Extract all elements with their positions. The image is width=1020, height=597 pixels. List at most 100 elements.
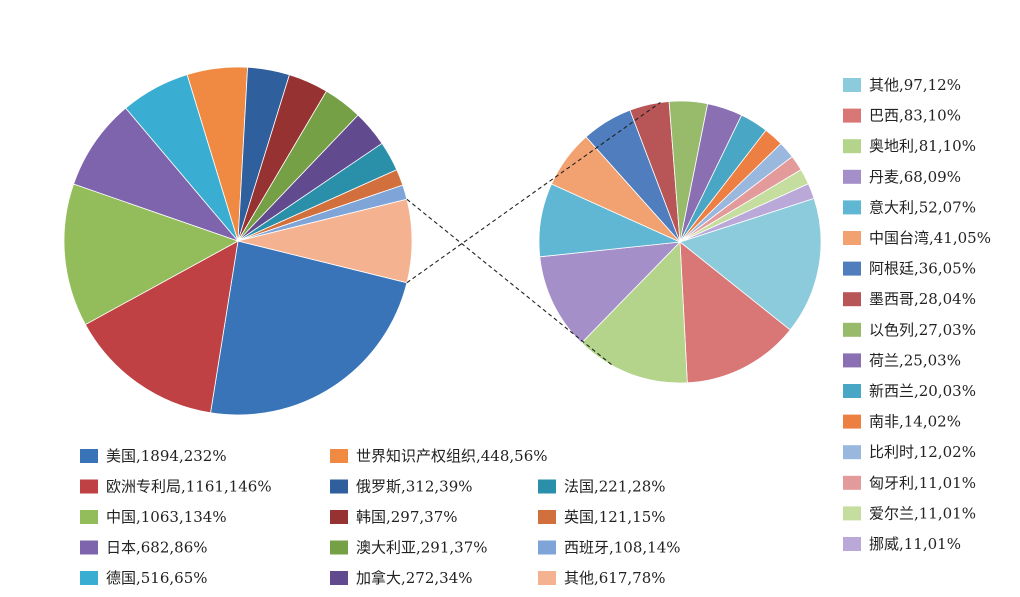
legend-sub-12-label: 比利时,12,02%	[869, 443, 976, 461]
legend-main-1-0: 世界知识产权组织,448,56%	[330, 447, 548, 465]
legend-main-1-2-label: 韩国,297,37%	[356, 508, 458, 526]
connector-bottom	[406, 198, 615, 367]
legend-sub-15-swatch	[843, 537, 861, 551]
legend-main-0-2-label: 中国,1063,134%	[106, 508, 227, 526]
legend-main-1-1-label: 俄罗斯,312,39%	[356, 478, 473, 496]
sub-pie	[538, 100, 822, 384]
legend-sub-3: 丹麦,68,09%	[843, 168, 961, 186]
legend-main-1-0-label: 世界知识产权组织,448,56%	[356, 447, 548, 465]
legend-sub-0-label: 其他,97,12%	[869, 76, 961, 94]
legend-main-0-0-label: 美国,1894,232%	[106, 447, 227, 465]
legend-sub-4-label: 意大利,52,07%	[869, 198, 976, 216]
legend-sub-13-label: 匈牙利,11,01%	[869, 474, 976, 492]
sub-slice-2	[580, 241, 688, 384]
legend-main-2-1-label: 英国,121,15%	[564, 508, 666, 526]
legend-sub-14: 爱尔兰,11,01%	[843, 504, 976, 522]
legend-sub-14-swatch	[843, 506, 861, 521]
legend-sub-2-swatch	[843, 139, 861, 154]
main-slice-3	[73, 107, 240, 242]
legend-sub-11-label: 南非,14,02%	[869, 413, 961, 431]
main-slice-1	[84, 240, 239, 414]
legend-main-0-0-swatch	[80, 449, 98, 463]
legend-main-1-4-swatch	[330, 571, 348, 585]
legend-main-0-3-label: 日本,682,86%	[106, 539, 208, 557]
legend-sub-5-label: 中国台湾,41,05%	[869, 229, 991, 247]
legend-main-1-4: 加拿大,272,34%	[330, 569, 473, 587]
sub-slice-3	[539, 241, 682, 344]
legend-sub-3-swatch	[843, 169, 861, 184]
legend-main-0-4-swatch	[80, 571, 98, 585]
legend-sub-11-swatch	[843, 414, 861, 429]
legend-main-0-2-swatch	[80, 510, 98, 524]
legend-main-0-0: 美国,1894,232%	[80, 447, 227, 465]
legend-sub-4: 意大利,52,07%	[843, 198, 976, 216]
legend-main-0-1-swatch	[80, 479, 98, 494]
legend-sub-13: 匈牙利,11,01%	[843, 474, 976, 492]
legend-sub-8-label: 以色列,27,03%	[869, 321, 976, 339]
connector-lines	[406, 101, 661, 367]
legend-sub-7-swatch	[843, 292, 861, 307]
legend-sub-6-label: 阿根廷,36,05%	[869, 260, 976, 278]
legend-main-2-0-swatch	[538, 479, 556, 494]
legend-main-2-0-label: 法国,221,28%	[564, 478, 666, 496]
legend-sub-4-swatch	[843, 200, 861, 215]
legend-sub-15: 挪威,11,01%	[843, 535, 961, 553]
legend-main-2-3-swatch	[538, 571, 556, 585]
legend-sub-7-label: 墨西哥,28,04%	[869, 290, 976, 308]
legend-sub-12: 比利时,12,02%	[843, 443, 976, 461]
legend-main-2-2-swatch	[538, 540, 556, 555]
legend-main-2-3: 其他,617,78%	[538, 569, 666, 587]
legend-sub-11: 南非,14,02%	[843, 413, 961, 431]
legend-sub-9-swatch	[843, 353, 861, 368]
legend-main-1-2: 韩国,297,37%	[330, 508, 458, 526]
legend-main-1-0-swatch	[330, 449, 348, 463]
legend-sub-10-label: 新西兰,20,03%	[869, 382, 976, 400]
legend-main-2-3-label: 其他,617,78%	[564, 569, 666, 587]
legend-sub-2: 奥地利,81,10%	[843, 137, 976, 155]
sub-slice-1	[679, 241, 791, 384]
legend-sub-7: 墨西哥,28,04%	[843, 290, 976, 308]
legend-main-0-4-label: 德国,516,65%	[106, 569, 208, 587]
legend-sub-1-label: 巴西,83,10%	[869, 107, 961, 125]
legend-main-0-4: 德国,516,65%	[80, 569, 208, 587]
main-slice-2	[63, 183, 239, 326]
legend-main-0-2: 中国,1063,134%	[80, 508, 227, 526]
legend-sub-10-swatch	[843, 384, 861, 398]
legend-main-1-1: 俄罗斯,312,39%	[330, 478, 473, 496]
legend-sub-3-label: 丹麦,68,09%	[869, 168, 961, 186]
legend-sub-13-swatch	[843, 475, 861, 490]
legend-sub-5: 中国台湾,41,05%	[843, 229, 991, 247]
legend-main-2-0: 法国,221,28%	[538, 478, 666, 496]
legend-main-2-2: 西班牙,108,14%	[538, 539, 681, 557]
legend-main-1-3-swatch	[330, 540, 348, 555]
legend-sub-2-label: 奥地利,81,10%	[869, 137, 976, 155]
legend-main-0-3-swatch	[80, 540, 98, 555]
legend-sub-0-swatch	[843, 78, 861, 92]
sub-slice-15	[679, 183, 815, 243]
legend-sub-9-label: 荷兰,25,03%	[869, 351, 961, 369]
legend-main-0-1-label: 欧洲专利局,1161,146%	[106, 478, 272, 496]
legend-main-1-2-swatch	[330, 510, 348, 524]
legend-sub-8-swatch	[843, 322, 861, 337]
legend-main-1-3: 澳大利亚,291,37%	[330, 539, 488, 557]
legend-sub-6-swatch	[843, 261, 861, 276]
legend-main-0-1: 欧洲专利局,1161,146%	[80, 478, 272, 496]
legend-sub-8: 以色列,27,03%	[843, 321, 976, 339]
legend-sub-15-label: 挪威,11,01%	[869, 535, 961, 553]
legend-sub-6: 阿根廷,36,05%	[843, 260, 976, 278]
legend-main-2-1-swatch	[538, 510, 556, 524]
legend-right: 其他,97,12% 巴西,83,10% 奥地利,81,10% 丹麦,68,09% 意大利…	[843, 76, 991, 553]
legend-sub-5-swatch	[843, 231, 861, 245]
legend-main-0-3: 日本,682,86%	[80, 539, 208, 557]
legend-main-2-1: 英国,121,15%	[538, 508, 666, 526]
sub-slice-0	[679, 197, 822, 331]
legend-main-1-1-swatch	[330, 479, 348, 494]
legend-sub-1: 巴西,83,10%	[843, 107, 961, 125]
legend-sub-14-label: 爱尔兰,11,01%	[869, 504, 976, 522]
legend-sub-9: 荷兰,25,03%	[843, 351, 961, 369]
connector-top	[406, 101, 661, 284]
legend-sub-1-swatch	[843, 108, 861, 123]
legend-main-2-2-label: 西班牙,108,14%	[564, 539, 681, 557]
legend-main-1-4-label: 加拿大,272,34%	[356, 569, 473, 587]
